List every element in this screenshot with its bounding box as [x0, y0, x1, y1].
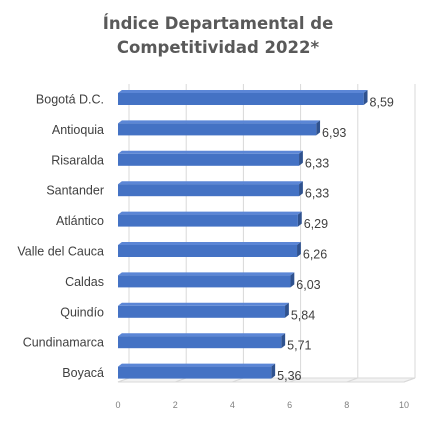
gridline-floor	[403, 377, 416, 383]
bar-top-face	[118, 302, 289, 306]
category-label: Caldas	[65, 275, 104, 289]
data-label: 6,33	[305, 156, 329, 170]
x-tick-label: 10	[399, 400, 409, 410]
data-label: 6,93	[322, 126, 346, 140]
bar-top-face	[118, 90, 368, 93]
category-label: Boyacá	[62, 366, 104, 380]
bar	[118, 336, 282, 349]
bar	[118, 275, 291, 288]
bar	[118, 245, 298, 257]
bar-top-face	[118, 181, 303, 185]
bar-end-face	[363, 90, 368, 105]
bar-end-face	[285, 302, 289, 318]
bar-end-face	[271, 363, 276, 379]
bar	[118, 153, 300, 166]
bar	[118, 123, 317, 136]
gridline-floor	[289, 377, 301, 383]
bar-top-face	[118, 272, 295, 276]
bar-top-face	[118, 211, 302, 215]
gridline-floor	[175, 377, 187, 383]
bar-end-face	[297, 211, 302, 227]
x-tick-label: 8	[344, 400, 349, 410]
data-label: 6,03	[296, 278, 320, 292]
bar-top-face	[118, 150, 303, 154]
category-label: Valle del Cauca	[17, 245, 104, 259]
data-label: 6,29	[304, 217, 328, 231]
x-tick-label: 6	[287, 400, 292, 410]
bar-end-face	[316, 120, 321, 136]
bar	[118, 184, 300, 197]
bar-end-face	[299, 150, 303, 166]
bar	[118, 214, 298, 227]
category-label: Atlántico	[56, 214, 104, 228]
category-label: Bogotá D.C.	[36, 93, 104, 107]
gridlines	[117, 84, 416, 383]
bar-end-face	[297, 242, 301, 257]
category-label: Cundinamarca	[23, 336, 104, 350]
x-tick-label: 0	[115, 400, 120, 410]
category-label: Risaralda	[51, 153, 104, 167]
bar-end-face	[299, 181, 303, 197]
value-labels: 8,59 6,93 6,33 6,33 6,29 6,26 6,03 5,84 5,71 5,36	[277, 96, 394, 384]
x-tick-label: 2	[173, 400, 178, 410]
bar-top-face	[118, 120, 321, 124]
bar	[118, 366, 272, 379]
chart-title-line2: Competitividad 2022*	[117, 38, 320, 57]
category-label: Antioquia	[52, 123, 104, 137]
bar-top-face	[118, 363, 276, 367]
category-label: Quindío	[60, 305, 104, 319]
bar	[118, 93, 364, 105]
bars	[118, 90, 368, 379]
bar-end-face	[290, 272, 295, 288]
data-label: 6,26	[303, 248, 327, 262]
gridline-floor	[346, 377, 358, 383]
bar	[118, 305, 286, 318]
data-label: 8,59	[370, 96, 394, 110]
x-axis-ticks: 0 2 4 6 8 10	[115, 400, 409, 410]
data-label: 6,33	[305, 187, 329, 201]
x-tick-label: 4	[230, 400, 235, 410]
category-label: Santander	[46, 184, 104, 198]
category-labels: Bogotá D.C. Antioquia Risaralda Santander At…	[17, 93, 104, 381]
data-label: 5,36	[277, 369, 301, 383]
data-label: 5,84	[291, 308, 315, 322]
bar-end-face	[281, 333, 286, 349]
bar-top-face	[118, 242, 301, 245]
gridline-floor	[232, 377, 244, 383]
gridline-floor	[117, 377, 130, 383]
chart-title-line1: Índice Departamental de	[103, 14, 334, 33]
data-label: 5,71	[287, 339, 311, 353]
bar-top-face	[118, 333, 286, 337]
